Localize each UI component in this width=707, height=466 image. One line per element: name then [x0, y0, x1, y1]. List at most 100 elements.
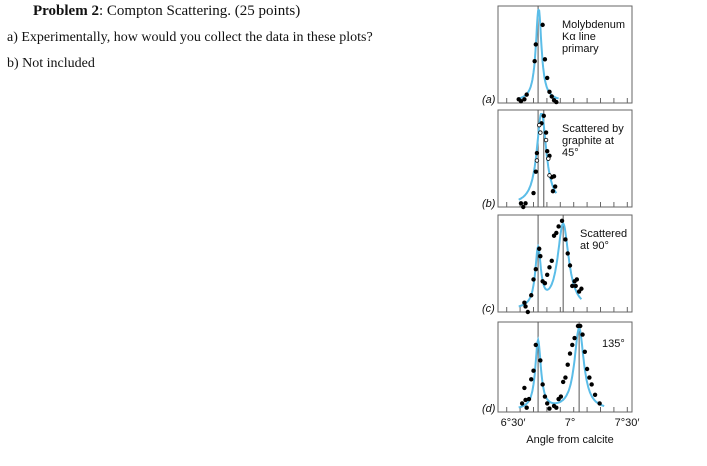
data-point-hollow: [538, 130, 543, 135]
problem-title-text: : Compton Scattering. (25 points): [98, 3, 301, 19]
panel-tag: (b): [482, 198, 496, 210]
data-point: [563, 237, 568, 242]
data-point: [554, 99, 559, 105]
data-point: [572, 335, 577, 341]
data-point: [526, 396, 532, 402]
data-point: [574, 277, 580, 282]
data-point-hollow: [547, 173, 552, 178]
data-point: [531, 368, 536, 373]
data-point: [547, 265, 552, 270]
data-point: [565, 362, 570, 367]
data-point: [529, 377, 534, 382]
data-point: [533, 342, 538, 348]
panel-frame: [497, 109, 633, 208]
data-point: [538, 358, 543, 363]
data-point: [542, 394, 548, 399]
panel-label: Scattered by: [562, 123, 624, 135]
data-point: [521, 204, 526, 210]
x-tick-label: 7°: [565, 417, 576, 429]
fit-curve: [518, 326, 605, 409]
panel-label: Scattered: [580, 228, 627, 240]
data-point: [563, 375, 568, 380]
data-point: [518, 98, 524, 104]
data-point: [549, 94, 554, 99]
panel-label: graphite at: [562, 135, 614, 147]
data-point: [556, 224, 561, 229]
data-point: [547, 89, 552, 95]
data-point: [551, 174, 557, 179]
panel-tag: (d): [482, 403, 496, 415]
panel-frame: [497, 5, 633, 104]
data-point: [542, 280, 548, 286]
data-point: [545, 401, 550, 406]
data-point: [540, 382, 545, 387]
data-point: [554, 405, 559, 410]
data-point: [540, 22, 545, 28]
panel-label: 135°: [602, 338, 625, 350]
data-point: [522, 97, 527, 102]
data-point: [580, 332, 585, 337]
data-point: [559, 218, 565, 224]
data-point: [537, 246, 542, 251]
data-point: [523, 304, 528, 309]
data-point: [549, 258, 554, 264]
data-point: [584, 366, 590, 372]
data-point: [570, 283, 575, 289]
panel-label: Molybdenum: [562, 19, 625, 31]
data-point: [523, 397, 528, 403]
data-point: [560, 379, 566, 385]
panel-label: Kα line: [562, 31, 596, 43]
data-point-hollow: [534, 158, 540, 163]
data-point: [589, 382, 594, 387]
data-point: [525, 309, 531, 315]
data-point: [522, 385, 527, 391]
data-point: [524, 92, 529, 97]
data-point: [523, 201, 528, 206]
x-axis-label: Angle from calcite: [526, 434, 613, 446]
data-point: [538, 254, 543, 259]
data-point: [567, 351, 573, 356]
data-point: [519, 401, 525, 406]
data-point: [545, 149, 550, 154]
data-point: [587, 375, 592, 380]
panel-frame: [497, 214, 633, 313]
data-point: [573, 283, 578, 289]
data-point: [552, 184, 558, 189]
data-point-hollow: [543, 137, 549, 143]
data-point: [550, 188, 556, 194]
data-point-hollow: [537, 122, 542, 128]
data-point-hollow: [546, 156, 551, 161]
data-point: [524, 405, 529, 410]
question-b: b) Not included: [7, 56, 95, 71]
data-point: [533, 169, 538, 174]
data-point: [534, 150, 540, 156]
data-point: [570, 342, 575, 348]
data-point: [518, 201, 524, 206]
data-point: [533, 42, 538, 47]
data-point: [554, 230, 559, 236]
data-point: [565, 251, 570, 256]
panel-label: at 90°: [580, 240, 609, 252]
panel-frame: [497, 321, 633, 413]
problem-title: Problem 2: Compton Scattering. (25 point…: [33, 3, 300, 20]
data-point: [567, 263, 573, 268]
data-point: [532, 58, 537, 64]
data-point: [592, 392, 598, 397]
x-tick-label: 7°30′: [615, 417, 640, 429]
data-point: [531, 277, 536, 282]
panel-tag: (c): [482, 303, 495, 315]
question-a: a) Experimentally, how would you collect…: [7, 30, 373, 45]
data-point: [533, 267, 538, 272]
data-point: [545, 75, 550, 81]
data-point: [582, 349, 588, 354]
panel-label: 45°: [562, 147, 579, 159]
fit-curve: [518, 8, 559, 100]
data-point: [541, 113, 546, 119]
data-point: [579, 286, 584, 291]
panel-label: primary: [562, 43, 599, 55]
panel-tag: (a): [482, 94, 496, 106]
x-tick-label: 6°30′: [501, 417, 526, 429]
data-point: [529, 293, 534, 298]
data-point: [597, 401, 602, 406]
data-point: [522, 300, 527, 305]
